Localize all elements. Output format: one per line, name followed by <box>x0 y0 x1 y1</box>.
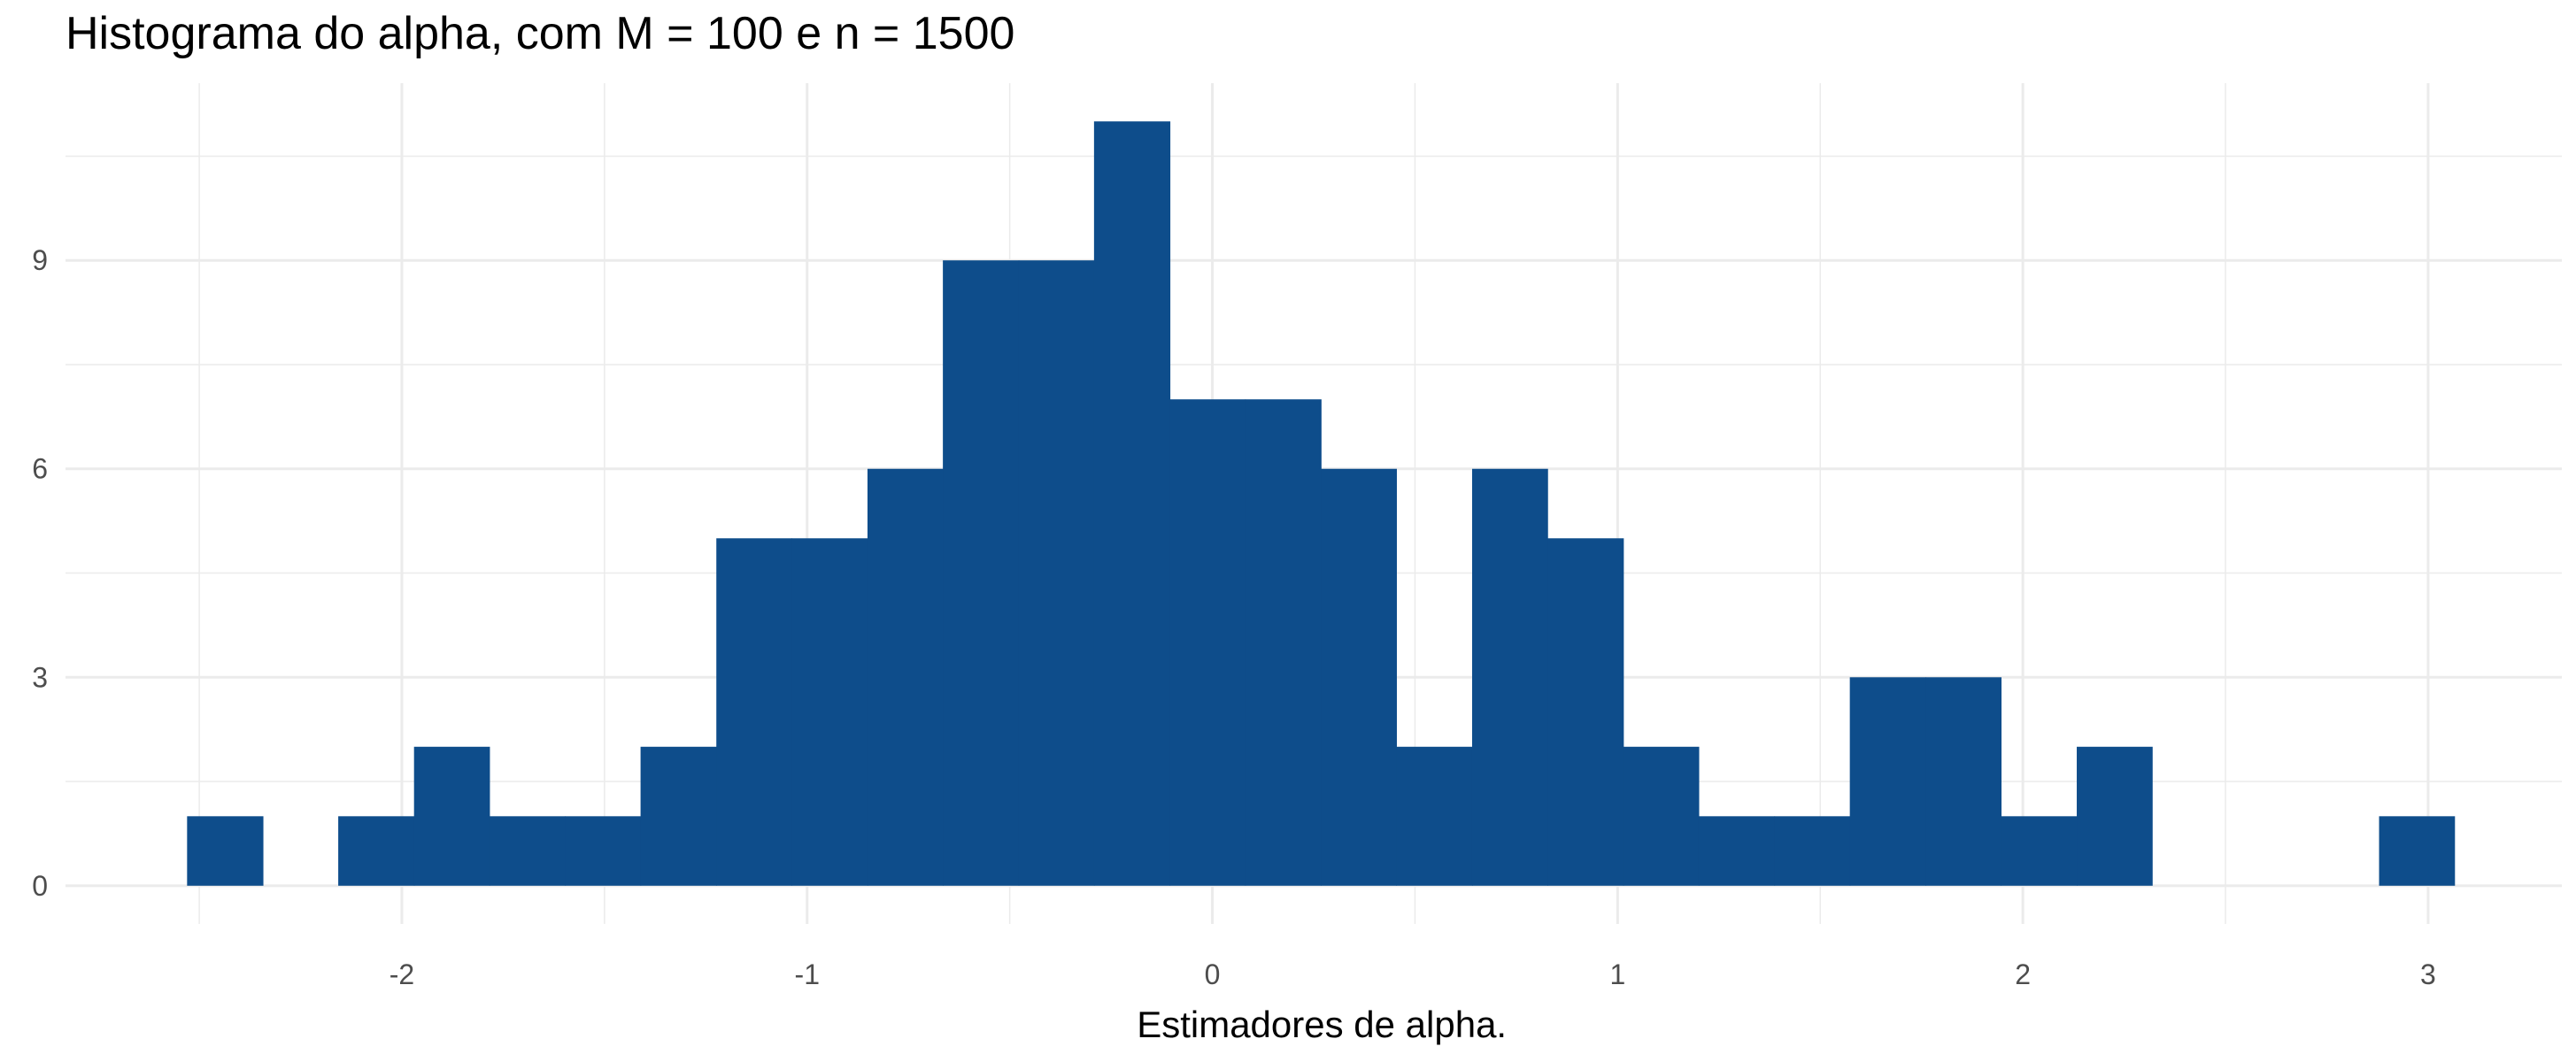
histogram-bar <box>1169 399 1246 886</box>
histogram-bar <box>2001 816 2078 886</box>
x-tick-label: -1 <box>795 958 820 990</box>
histogram-bar <box>338 816 415 886</box>
histogram-bar <box>2379 816 2456 886</box>
x-axis-title: Estimadores de alpha. <box>1137 1004 1507 1045</box>
histogram-bar <box>867 468 944 886</box>
histogram-bar <box>716 538 792 886</box>
x-tick-label: 0 <box>1205 958 1221 990</box>
histogram-bars <box>187 121 2456 886</box>
y-tick-label: 3 <box>32 661 48 693</box>
x-tick-label: 2 <box>2015 958 2031 990</box>
chart-title: Histograma do alpha, com M = 100 e n = 1… <box>66 8 1015 59</box>
histogram-bar <box>1774 816 1851 886</box>
histogram-bar <box>187 816 264 886</box>
histogram-bar <box>1321 468 1397 886</box>
histogram-bar <box>791 538 868 886</box>
histogram-bar <box>1396 746 1473 886</box>
histogram-bar <box>1245 399 1322 886</box>
y-tick-label: 9 <box>32 244 48 276</box>
histogram-bar <box>1093 121 1171 886</box>
histogram-bar <box>1925 677 2002 886</box>
x-tick-label: 3 <box>2420 958 2436 990</box>
tick-labels: -2 -1 0 1 2 3 0 3 6 9 <box>32 244 2436 990</box>
histogram-bar <box>943 260 1020 886</box>
x-tick-label: 1 <box>1609 958 1625 990</box>
histogram-bar <box>565 816 642 886</box>
histogram-bar <box>413 746 490 886</box>
histogram-bar <box>1623 746 1700 886</box>
histogram-bar <box>1547 538 1624 886</box>
y-tick-label: 6 <box>32 453 48 485</box>
histogram-bar <box>1698 816 1776 886</box>
histogram-bar <box>1471 468 1548 886</box>
histogram-bar <box>489 816 567 886</box>
x-tick-label: -2 <box>389 958 414 990</box>
histogram-bar <box>1018 260 1095 886</box>
histogram-bar <box>2077 746 2153 886</box>
histogram-bar <box>640 746 717 886</box>
histogram-bar <box>1849 677 1926 886</box>
y-tick-label: 0 <box>32 870 48 902</box>
grid-lines <box>66 83 2562 924</box>
